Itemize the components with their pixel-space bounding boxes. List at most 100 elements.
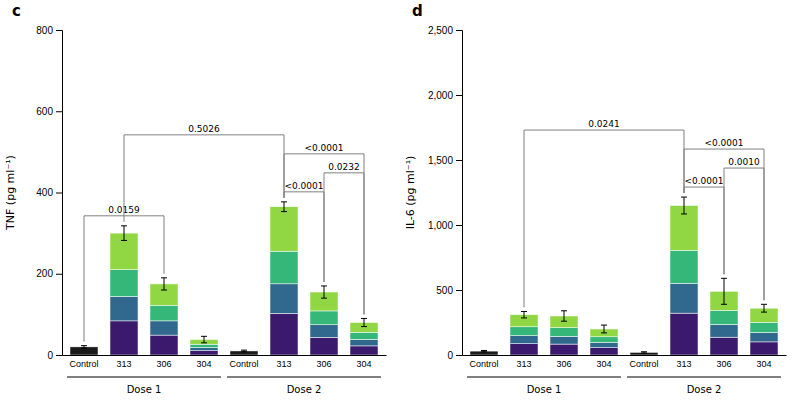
bar-segment bbox=[270, 313, 298, 355]
bar-segment bbox=[550, 336, 578, 344]
error-bar-cap bbox=[321, 285, 327, 286]
error-bar-stem bbox=[364, 318, 365, 326]
y-tick-label: 500 bbox=[436, 285, 453, 296]
error-bar-cap bbox=[81, 345, 87, 346]
error-bar-cap bbox=[81, 348, 87, 349]
error-bar bbox=[201, 336, 207, 343]
y-axis: 05001,0001,5002,0002,500 bbox=[428, 25, 463, 361]
error-bar-cap bbox=[721, 304, 727, 305]
error-bar-cap bbox=[561, 321, 567, 322]
y-tick-label: 600 bbox=[36, 106, 53, 117]
bar-segment bbox=[350, 332, 378, 339]
bar-segment bbox=[590, 343, 618, 348]
error-bar bbox=[121, 226, 127, 241]
group-label: Dose 2 bbox=[687, 384, 722, 395]
bar-segment bbox=[670, 283, 698, 313]
bar-segment bbox=[590, 348, 618, 355]
error-bar-cap bbox=[521, 317, 527, 318]
y-tick-label: 800 bbox=[36, 25, 53, 36]
bar-segment bbox=[310, 337, 338, 355]
sig-bracket bbox=[284, 192, 324, 282]
error-bar-cap bbox=[601, 332, 607, 333]
bar-segment bbox=[550, 328, 578, 337]
y-tick-mark bbox=[456, 160, 462, 161]
x-tick: 304 bbox=[356, 355, 371, 369]
error-bar-cap bbox=[121, 240, 127, 241]
bar-segment bbox=[750, 322, 778, 332]
y-tick-mark bbox=[456, 95, 462, 96]
y-tick: 600 bbox=[36, 106, 62, 117]
error-bar bbox=[681, 197, 687, 214]
error-bar-cap bbox=[281, 211, 287, 212]
error-bar bbox=[281, 202, 287, 212]
y-tick-mark bbox=[56, 355, 62, 356]
sig-label: 0.0010 bbox=[728, 157, 760, 167]
error-bar-stem bbox=[324, 286, 325, 298]
error-bar-cap bbox=[721, 278, 727, 279]
y-tick-label: 2,500 bbox=[428, 25, 453, 36]
bar-segment bbox=[190, 348, 218, 351]
error-bar-cap bbox=[241, 351, 247, 352]
y-tick-label: 200 bbox=[36, 268, 53, 279]
error-bar-stem bbox=[124, 226, 125, 241]
bar-segment bbox=[710, 324, 738, 337]
error-bar-cap bbox=[761, 312, 767, 313]
bar-segment bbox=[670, 313, 698, 355]
panel: 05001,0001,5002,0002,500Control313306304… bbox=[404, 2, 787, 395]
bar-segment bbox=[230, 351, 258, 355]
y-tick-mark bbox=[56, 30, 62, 31]
y-tick: 400 bbox=[36, 187, 62, 198]
sig-bracket bbox=[684, 149, 764, 300]
y-axis-title: IL-6 (pg ml⁻¹) bbox=[404, 156, 417, 230]
x-tick: 306 bbox=[556, 355, 571, 369]
bar-segment bbox=[510, 336, 538, 344]
error-bar-cap bbox=[761, 304, 767, 305]
bar-segment bbox=[150, 305, 178, 321]
x-tick-label: Control bbox=[629, 359, 658, 369]
bar-segment bbox=[710, 310, 738, 324]
error-bar-stem bbox=[524, 311, 525, 318]
error-bar-cap bbox=[241, 350, 247, 351]
bar-segment bbox=[190, 351, 218, 355]
group-underline bbox=[227, 377, 381, 378]
error-bar-cap bbox=[641, 353, 647, 354]
error-bar-stem bbox=[164, 278, 165, 290]
x-tick: 304 bbox=[756, 355, 771, 369]
error-bar-cap bbox=[681, 213, 687, 214]
bar-segment bbox=[110, 297, 138, 321]
y-axis-line bbox=[456, 31, 463, 356]
y-axis-title: TNF (pg ml⁻¹) bbox=[4, 155, 17, 231]
bar-segment bbox=[270, 284, 298, 314]
x-tick-label: 306 bbox=[716, 359, 731, 369]
error-bar-cap bbox=[201, 342, 207, 343]
bar-segment bbox=[150, 335, 178, 355]
bar-segment bbox=[150, 321, 178, 335]
sig-bracket bbox=[324, 173, 364, 315]
y-tick-mark bbox=[56, 193, 62, 194]
error-bar-stem bbox=[684, 197, 685, 214]
error-bar bbox=[561, 311, 567, 321]
x-tick: 306 bbox=[716, 355, 731, 369]
error-bar-cap bbox=[681, 197, 687, 198]
y-axis-line bbox=[56, 31, 63, 356]
error-bar-cap bbox=[281, 201, 287, 202]
error-bar-cap bbox=[481, 351, 487, 352]
x-tick-label: 306 bbox=[156, 359, 171, 369]
y-tick: 2,000 bbox=[428, 90, 462, 101]
sig-bracket bbox=[684, 187, 724, 274]
group-underline bbox=[467, 377, 621, 378]
error-bar-stem bbox=[204, 336, 205, 343]
x-tick: 304 bbox=[196, 355, 211, 369]
sig-bracket bbox=[524, 130, 684, 307]
group-underline bbox=[627, 377, 781, 378]
error-bar bbox=[81, 346, 87, 348]
sig-bracket bbox=[724, 168, 764, 300]
error-bar-cap bbox=[561, 310, 567, 311]
x-tick: 304 bbox=[596, 355, 611, 369]
x-tick-label: 304 bbox=[196, 359, 211, 369]
group-underline bbox=[67, 377, 221, 378]
bar-segment bbox=[70, 347, 98, 355]
bar-segment bbox=[310, 325, 338, 338]
x-axis-line bbox=[463, 355, 787, 356]
annotations: <0.00010.02320.0159<0.00010.5026 bbox=[84, 124, 364, 342]
